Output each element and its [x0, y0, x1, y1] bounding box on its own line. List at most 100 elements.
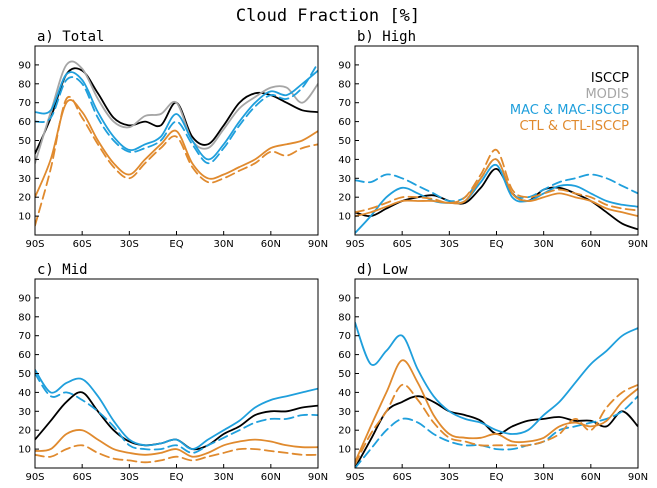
y-tick-label: 90 — [338, 60, 351, 71]
x-tick-label: 90S — [25, 239, 44, 250]
series-line-mid-4 — [35, 444, 318, 464]
y-tick-label: 70 — [18, 98, 31, 109]
y-tick-label: 10 — [18, 445, 31, 456]
x-tick-label: 90N — [308, 239, 328, 250]
x-tick-label: 30S — [120, 472, 139, 483]
y-tick-label: 10 — [18, 212, 31, 223]
figure-title: Cloud Fraction [%] — [236, 6, 420, 26]
x-tick-label: 30S — [440, 239, 459, 250]
x-tick-label: EQ — [169, 239, 183, 250]
y-tick-label: 30 — [338, 174, 351, 185]
x-tick-label: 60N — [581, 472, 601, 483]
panel-total: a) Total 10 20 30 40 50 60 70 80 90 90S 60S 30S EQ 30N… — [18, 29, 328, 250]
y-tick-label: 30 — [338, 407, 351, 418]
y-tick-label: 50 — [338, 369, 351, 380]
series-line-mid-2 — [35, 372, 318, 454]
series-line-total-1 — [35, 60, 318, 165]
y-tick-label: 20 — [338, 426, 351, 437]
x-tick-label: 60S — [393, 472, 412, 483]
y-tick-label: 20 — [18, 193, 31, 204]
y-tick-label: 90 — [338, 293, 351, 304]
series-line-low-3 — [355, 359, 638, 464]
x-tick-label: 60S — [73, 239, 92, 250]
y-tick-label: 30 — [18, 174, 31, 185]
series-group-mid — [35, 368, 318, 464]
y-tick-label: 70 — [18, 331, 31, 342]
panel-high: b) High 10 20 30 40 50 60 70 80 90 90S 60S 30S EQ 30N 6… — [338, 29, 648, 250]
x-tick-label: 60S — [393, 239, 412, 250]
y-tick-label: 50 — [338, 136, 351, 147]
series-line-high-4 — [355, 148, 638, 214]
y-tick-label: 70 — [338, 331, 351, 342]
panel-title-mid: c) Mid — [37, 262, 88, 278]
y-tick-label: 10 — [338, 445, 351, 456]
series-line-total-3 — [35, 62, 318, 165]
y-tick-label: 80 — [18, 79, 31, 90]
series-line-low-1 — [355, 321, 638, 435]
series-group-total — [35, 60, 318, 227]
x-tick-label: 30N — [214, 239, 234, 250]
x-tick-label: 90N — [628, 239, 648, 250]
series-line-mid-3 — [35, 429, 318, 458]
x-tick-label: EQ — [169, 472, 183, 483]
x-tick-label: 30S — [120, 239, 139, 250]
series-line-total-2 — [35, 69, 318, 161]
x-tick-label: 90N — [628, 472, 648, 483]
series-line-low-2 — [355, 395, 638, 468]
x-tick-label: EQ — [489, 472, 503, 483]
y-tick-label: 60 — [18, 350, 31, 361]
x-tick-label: 90S — [345, 472, 364, 483]
y-tick-label: 50 — [18, 369, 31, 380]
y-tick-label: 80 — [338, 79, 351, 90]
x-tick-label: 90S — [345, 239, 364, 250]
series-line-mid-1 — [35, 368, 318, 450]
legend-entry-0: ISCCP — [591, 71, 629, 86]
x-tick-label: 60S — [73, 472, 92, 483]
y-tick-label: 50 — [18, 136, 31, 147]
y-tick-label: 40 — [338, 155, 351, 166]
y-tick-label: 70 — [338, 98, 351, 109]
x-tick-label: 30N — [534, 239, 554, 250]
panel-mid: c) Mid 10 20 30 40 50 60 70 80 90 90S 60S 30S EQ 30N 60… — [18, 262, 328, 483]
y-tick-label: 90 — [18, 60, 31, 71]
y-tick-label: 40 — [338, 388, 351, 399]
series-line-total-4 — [35, 99, 318, 199]
y-tick-label: 80 — [18, 312, 31, 323]
panel-title-low: d) Low — [357, 262, 408, 278]
y-tick-label: 60 — [18, 117, 31, 128]
series-line-low-4 — [355, 383, 638, 466]
y-tick-label: 20 — [338, 193, 351, 204]
x-tick-label: 30N — [214, 472, 234, 483]
series-line-high-1 — [355, 163, 638, 234]
y-tick-label: 60 — [338, 117, 351, 128]
legend-entry-3: CTL & CTL-ISCCP — [520, 119, 630, 134]
y-tick-label: 80 — [338, 312, 351, 323]
y-tick-label: 60 — [338, 350, 351, 361]
x-tick-label: 90S — [25, 472, 44, 483]
plot-frame-low — [354, 278, 639, 469]
x-tick-label: 60N — [581, 239, 601, 250]
series-group-low — [355, 321, 638, 468]
series-line-high-3 — [355, 158, 638, 217]
x-tick-label: 60N — [261, 472, 281, 483]
x-tick-label: 90N — [308, 472, 328, 483]
x-tick-label: 30S — [440, 472, 459, 483]
y-tick-label: 30 — [18, 407, 31, 418]
legend-entry-2: MAC & MAC-ISCCP — [510, 103, 629, 118]
y-tick-label: 40 — [18, 155, 31, 166]
series-line-total-0 — [35, 67, 318, 155]
x-tick-label: 60N — [261, 239, 281, 250]
legend-entry-1: MODIS — [585, 87, 629, 102]
series-line-low-0 — [355, 395, 638, 468]
series-line-mid-0 — [35, 391, 318, 451]
y-tick-label: 90 — [18, 293, 31, 304]
y-tick-label: 20 — [18, 426, 31, 437]
panel-low: d) Low 10 20 30 40 50 60 70 80 90 90S 60S 30S EQ 30N 60… — [338, 262, 648, 483]
panel-title-total: a) Total — [37, 29, 104, 45]
x-tick-label: EQ — [489, 239, 503, 250]
y-tick-label: 10 — [338, 212, 351, 223]
series-group-high — [355, 148, 638, 234]
panel-title-high: b) High — [357, 29, 416, 45]
